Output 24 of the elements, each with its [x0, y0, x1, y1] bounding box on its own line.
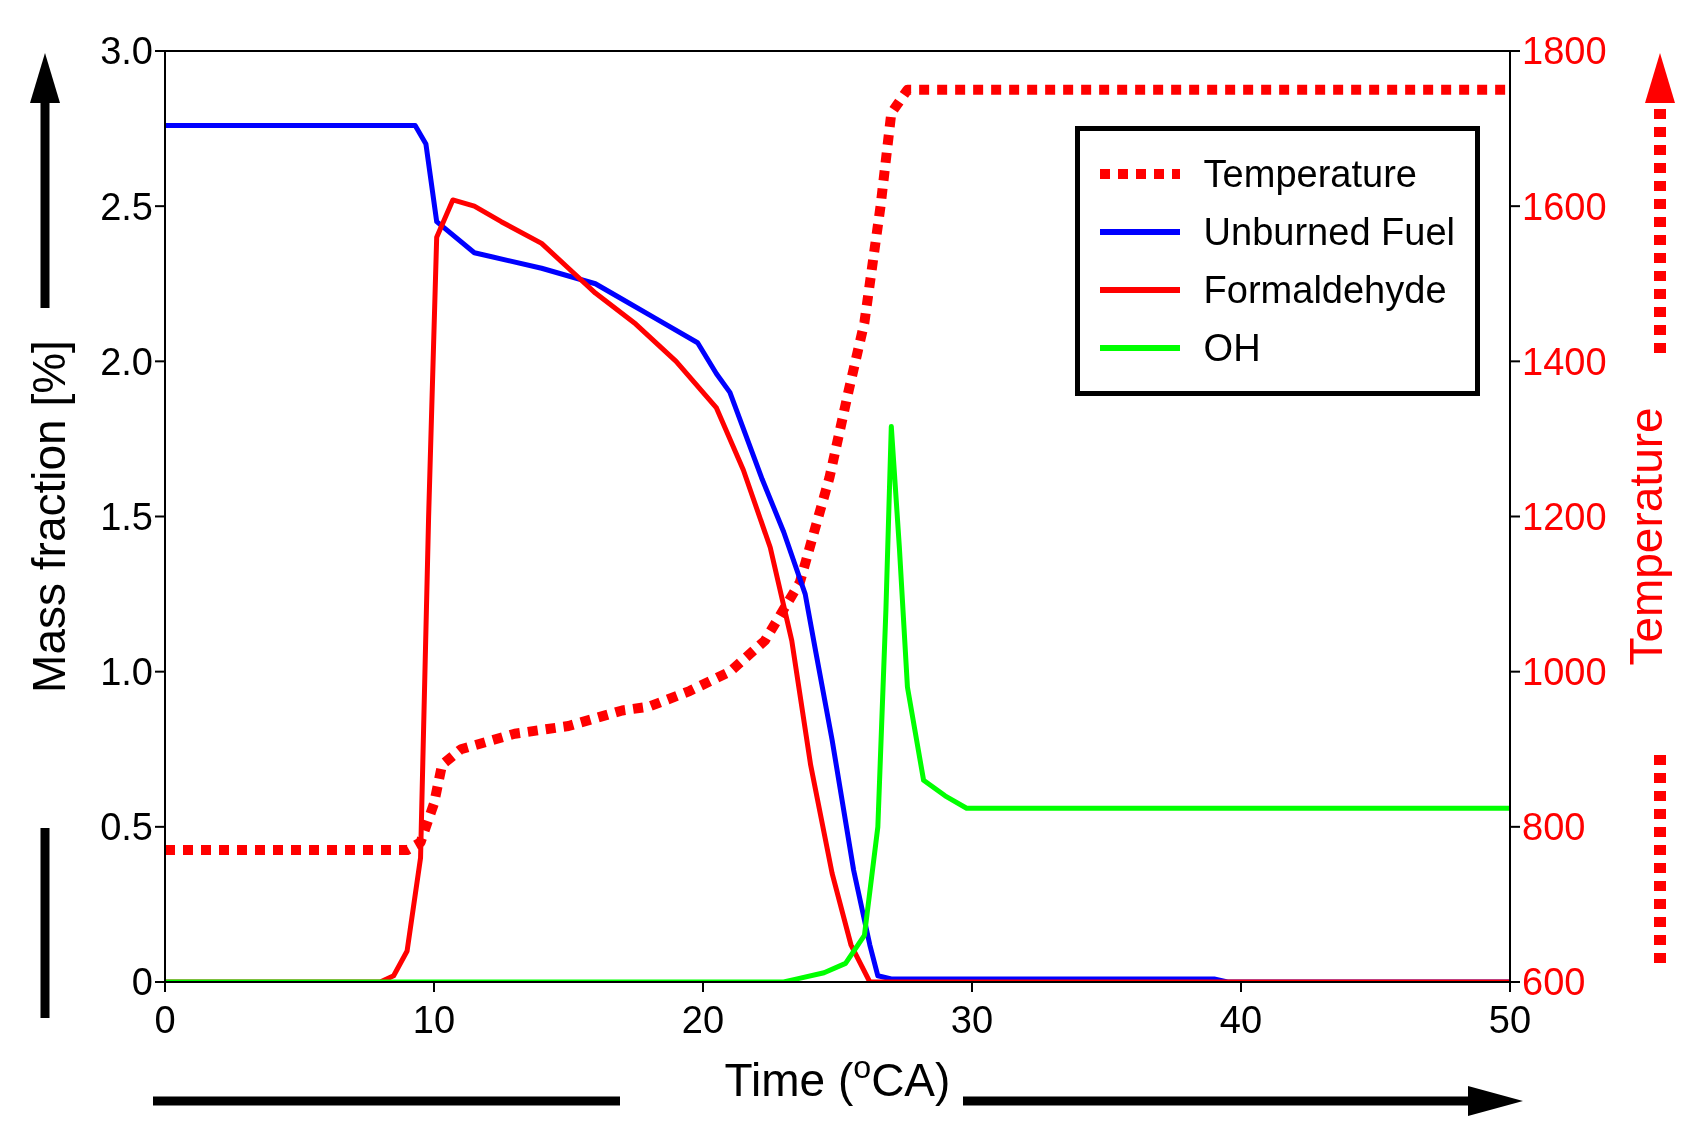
y-tick-label: 0.5: [100, 806, 153, 849]
x-tick-label: 30: [950, 998, 994, 1041]
y2-tick-label: 1200: [1522, 495, 1607, 538]
y2-axis-title: Temperature: [1620, 407, 1672, 666]
y-tick-label: 3.0: [100, 30, 153, 73]
legend-label: OH: [1203, 326, 1261, 371]
x-axis-title: Time ($^{o}$CA): [724, 1049, 951, 1106]
x-tick-label: 10: [412, 998, 456, 1041]
x-tick-label: 40: [1219, 998, 1263, 1041]
y-tick-label: 2.0: [100, 340, 153, 383]
y-tick-label: 1.0: [100, 651, 153, 694]
y2-tick-label: 800: [1522, 806, 1586, 849]
legend-label: Unburned Fuel: [1203, 210, 1455, 255]
legend-label: Temperature: [1203, 152, 1417, 197]
y-tick-label: 1.5: [100, 495, 153, 538]
y-tick-label: 0: [131, 961, 153, 1004]
y2-tick-label: 1600: [1522, 185, 1607, 228]
y2-tick-label: 1800: [1522, 30, 1607, 73]
y2-tick-label: 1400: [1522, 340, 1607, 383]
x-tick-label: 20: [681, 998, 725, 1041]
y2-tick-label: 1000: [1522, 651, 1607, 694]
legend-label: Formaldehyde: [1203, 268, 1447, 313]
y-tick-label: 2.5: [100, 185, 153, 228]
y-axis-title: Mass fraction [%]: [23, 340, 75, 693]
